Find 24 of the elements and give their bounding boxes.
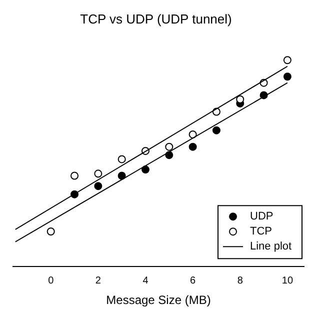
chart-title: TCP vs UDP (UDP tunnel) [80,11,232,26]
legend-label: TCP [250,226,272,238]
point [70,172,79,180]
x-tick-label: 4 [142,275,149,286]
x-tick-label: 0 [48,275,54,286]
point [188,130,197,138]
legend-label: UDP [250,210,274,223]
x-tick-label: 10 [282,275,294,286]
point [188,142,197,151]
x-tick-label: 2 [95,275,102,286]
point [46,228,55,236]
x-axis-title: Message Size (MB) [106,293,211,308]
x-tick-label: 6 [190,275,196,286]
point [118,155,126,164]
point [165,142,174,151]
point [141,166,150,174]
point [212,126,220,134]
legend-label: Line plot [250,240,292,253]
x-tick-label: 8 [237,275,244,286]
point [283,56,292,64]
point [236,95,244,104]
point [94,182,102,190]
point [94,170,102,178]
point [283,72,292,81]
